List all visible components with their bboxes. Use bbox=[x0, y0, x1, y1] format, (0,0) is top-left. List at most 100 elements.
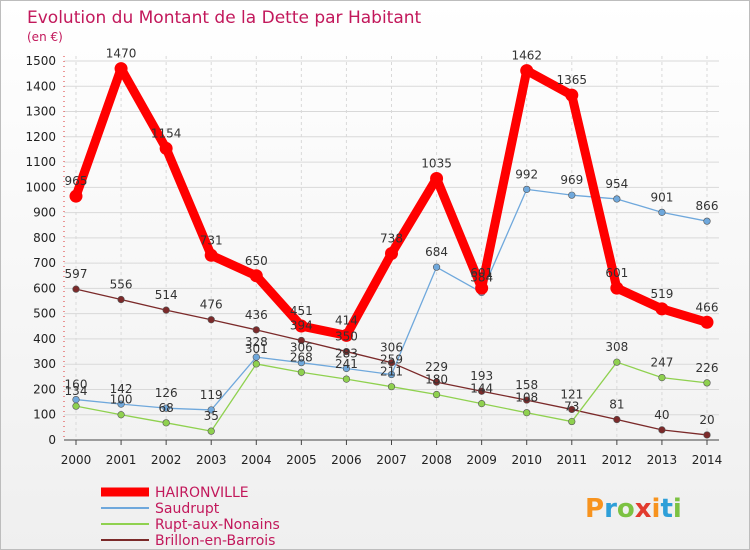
data-label: 259 bbox=[380, 353, 403, 367]
data-point bbox=[568, 405, 576, 414]
data-point bbox=[162, 306, 170, 314]
data-label: 121 bbox=[560, 387, 583, 401]
data-point bbox=[432, 390, 441, 399]
data-label: 134 bbox=[65, 384, 88, 398]
legend-label: Saudrupt bbox=[155, 501, 220, 517]
data-point bbox=[72, 395, 80, 404]
data-point bbox=[117, 295, 125, 304]
x-tick-label: 2002 bbox=[151, 453, 182, 467]
data-label: 436 bbox=[245, 308, 268, 322]
data-point bbox=[249, 269, 263, 283]
data-label: 601 bbox=[470, 266, 493, 280]
data-point bbox=[613, 358, 621, 366]
logo-letter: i bbox=[673, 494, 682, 524]
y-tick-label: 1200 bbox=[25, 130, 56, 144]
data-point bbox=[703, 217, 711, 225]
data-point bbox=[297, 368, 305, 376]
x-tick-label: 2000 bbox=[61, 453, 92, 467]
data-point bbox=[117, 411, 125, 419]
data-label: 283 bbox=[335, 346, 358, 360]
y-tick-label: 1000 bbox=[25, 180, 56, 194]
x-tick-label: 2006 bbox=[331, 453, 362, 467]
data-point bbox=[207, 406, 215, 414]
y-tick-label: 0 bbox=[48, 433, 56, 447]
data-label: 601 bbox=[605, 266, 628, 280]
data-label: 73 bbox=[564, 400, 579, 414]
data-label: 160 bbox=[65, 378, 88, 392]
data-label: 514 bbox=[155, 288, 178, 302]
logo-letter: i bbox=[652, 494, 661, 524]
data-label: 241 bbox=[335, 357, 358, 371]
data-label: 211 bbox=[380, 365, 403, 379]
data-label: 306 bbox=[290, 341, 313, 355]
y-tick-label: 200 bbox=[33, 382, 56, 396]
data-label: 965 bbox=[65, 174, 88, 188]
logo-letter: o bbox=[617, 494, 635, 524]
data-label: 954 bbox=[605, 177, 628, 191]
data-point bbox=[207, 427, 215, 435]
legend-label: Brillon-en-Barrois bbox=[155, 533, 275, 549]
data-label: 35 bbox=[204, 409, 219, 423]
data-label: 684 bbox=[425, 245, 448, 259]
data-point bbox=[342, 347, 351, 356]
x-tick-label: 2012 bbox=[602, 453, 633, 467]
data-point bbox=[565, 88, 579, 102]
data-label: 414 bbox=[335, 313, 358, 327]
data-point bbox=[613, 415, 621, 424]
data-point bbox=[72, 285, 80, 293]
legend-label: HAIRONVILLE bbox=[155, 485, 249, 501]
y-tick-label: 700 bbox=[33, 256, 56, 270]
data-label: 226 bbox=[696, 361, 719, 375]
proxiti-logo: Proxiti bbox=[585, 494, 682, 524]
data-point bbox=[430, 171, 444, 185]
y-tick-label: 400 bbox=[33, 332, 56, 346]
data-point bbox=[703, 431, 711, 439]
data-label: 229 bbox=[425, 360, 448, 374]
data-label: 144 bbox=[470, 382, 493, 396]
data-point bbox=[655, 302, 669, 316]
y-tick-label: 100 bbox=[33, 408, 56, 422]
data-point bbox=[297, 336, 305, 345]
data-point bbox=[658, 426, 666, 434]
data-label: 901 bbox=[650, 190, 673, 204]
logo-letter: t bbox=[660, 494, 672, 524]
y-tick-label: 600 bbox=[33, 281, 56, 295]
y-tick-label: 500 bbox=[33, 307, 56, 321]
axes: 0 100 200 300 400 500 600 700 800 900 1000 1100 1200… bbox=[25, 54, 722, 467]
y-tick-label: 800 bbox=[33, 231, 56, 245]
data-label: 1035 bbox=[421, 156, 452, 170]
data-point bbox=[432, 263, 441, 271]
x-tick-label: 2001 bbox=[106, 453, 137, 467]
data-label: 1154 bbox=[151, 126, 182, 140]
data-point bbox=[252, 353, 260, 361]
data-label: 519 bbox=[650, 287, 673, 301]
data-label: 40 bbox=[654, 408, 669, 422]
data-point bbox=[613, 195, 621, 203]
data-point bbox=[610, 281, 624, 295]
data-point bbox=[204, 248, 218, 262]
data-label: 268 bbox=[290, 350, 313, 364]
data-label: 476 bbox=[200, 298, 223, 312]
y-tick-label: 1400 bbox=[25, 79, 56, 93]
data-label: 308 bbox=[605, 340, 628, 354]
x-tick-label: 2003 bbox=[196, 453, 227, 467]
data-point bbox=[207, 316, 215, 324]
data-point bbox=[294, 319, 308, 333]
data-point bbox=[162, 419, 170, 427]
x-tick-label: 2009 bbox=[466, 453, 497, 467]
x-tick-label: 2010 bbox=[511, 453, 542, 467]
data-point bbox=[159, 141, 173, 155]
data-point bbox=[523, 409, 531, 417]
logo-letter: P bbox=[585, 494, 604, 524]
chart-title: Evolution du Montant de la Dette par Hab… bbox=[27, 8, 422, 28]
data-point bbox=[114, 62, 128, 76]
data-point bbox=[700, 315, 714, 329]
data-point bbox=[523, 185, 531, 193]
data-point bbox=[339, 328, 353, 342]
data-point bbox=[162, 404, 170, 412]
data-label: 306 bbox=[380, 341, 403, 355]
data-point bbox=[252, 360, 260, 368]
y-tick-label: 1500 bbox=[25, 54, 56, 68]
data-label: 992 bbox=[515, 167, 538, 181]
